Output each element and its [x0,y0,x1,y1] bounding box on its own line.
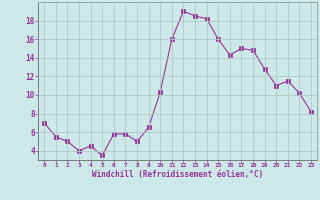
X-axis label: Windchill (Refroidissement éolien,°C): Windchill (Refroidissement éolien,°C) [92,170,263,179]
